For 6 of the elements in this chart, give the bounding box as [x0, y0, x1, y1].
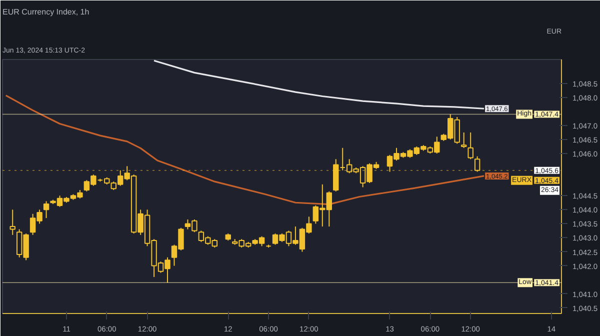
candlestick	[460, 132, 467, 148]
chart-title: EUR Currency Index, 1h	[2, 8, 90, 16]
candlestick	[468, 132, 474, 160]
candlestick	[10, 209, 16, 236]
candlestick	[43, 200, 50, 219]
candlestick	[474, 156, 480, 172]
